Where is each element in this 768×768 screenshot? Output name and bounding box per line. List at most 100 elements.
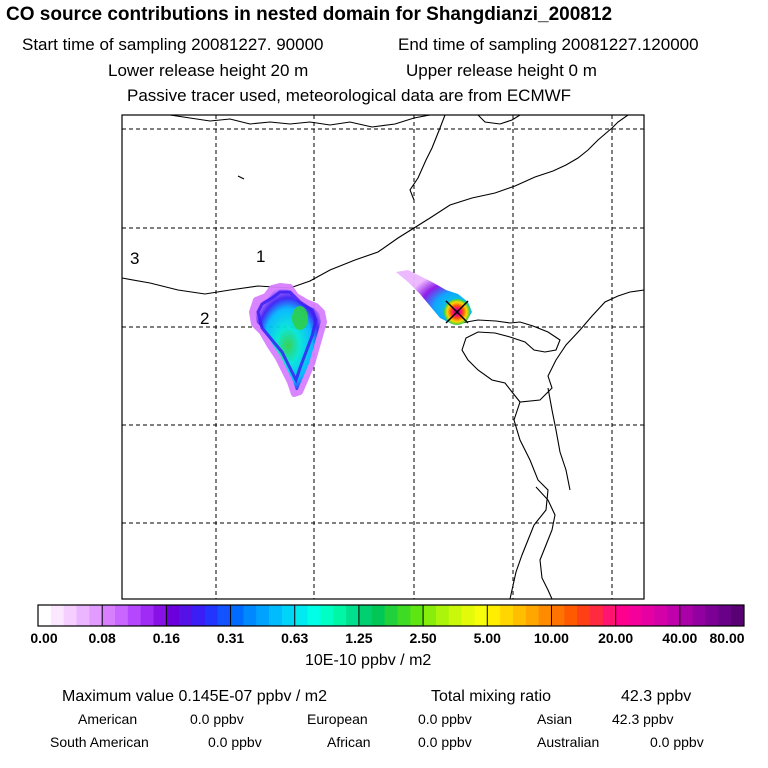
colorbar-cell xyxy=(705,605,719,626)
colorbar-cell xyxy=(474,605,488,626)
colorbar-cell xyxy=(153,605,167,626)
colorbar-cell xyxy=(435,605,450,626)
source-value: 0.0 ppbv xyxy=(418,734,472,750)
colorbar-tick-label: 2.50 xyxy=(409,630,437,646)
source-value: 0.0 ppbv xyxy=(650,734,704,750)
colorbar-cell xyxy=(269,605,283,626)
colorbar-cell xyxy=(461,605,475,626)
region-label-3: 3 xyxy=(130,249,139,268)
tracer-note: Passive tracer used, meteorological data… xyxy=(127,86,572,105)
total-mixing-ratio-value: 42.3 ppbv xyxy=(621,688,692,705)
colorbar-cell xyxy=(230,605,244,626)
end-time: End time of sampling 20081227.120000 xyxy=(398,35,699,54)
source-name: Asian xyxy=(537,711,573,727)
source-name: American xyxy=(78,711,138,727)
colorbar-frame xyxy=(37,604,745,627)
colorbar-cell xyxy=(628,605,642,626)
colorbar-tick-label: 20.00 xyxy=(598,630,634,646)
colorbar-cell xyxy=(294,605,308,626)
source-name: European xyxy=(307,711,368,727)
colorbar-cell xyxy=(192,605,206,626)
colorbar-cell xyxy=(102,605,116,626)
colorbar-cell xyxy=(538,605,552,626)
source-value: 0.0 ppbv xyxy=(190,711,244,727)
colorbar-cell xyxy=(448,605,462,626)
colorbar-cell xyxy=(512,605,527,626)
colorbar-tick-label: 0.08 xyxy=(88,630,116,646)
colorbar-cell xyxy=(320,605,334,626)
colorbar-cell xyxy=(551,605,565,626)
colorbar-cell xyxy=(564,605,578,626)
colorbar-tick-label: 40.00 xyxy=(662,630,698,646)
source-value: 0.0 ppbv xyxy=(208,734,262,750)
lat-lon-grid xyxy=(122,115,644,599)
region-label-2: 2 xyxy=(200,309,209,328)
source-name: Australian xyxy=(537,734,600,750)
lower-release-height: Lower release height 20 m xyxy=(108,61,309,80)
total-mixing-ratio-label: Total mixing ratio xyxy=(431,688,552,705)
upper-release-height: Upper release height 0 m xyxy=(406,61,597,80)
colorbar-cell xyxy=(63,605,77,626)
colorbar-cell xyxy=(140,605,154,626)
region-label-1: 1 xyxy=(256,247,265,266)
colorbar-cell xyxy=(333,605,347,626)
colorbar-cell xyxy=(731,605,745,626)
colorbar xyxy=(37,604,745,627)
station-x-icon xyxy=(445,300,469,324)
page-title: CO source contributions in nested domain… xyxy=(6,4,613,25)
colorbar-cell xyxy=(666,605,681,626)
colorbar-cell xyxy=(358,605,373,626)
colorbar-cell xyxy=(243,605,257,626)
colorbar-tick-label: 0.31 xyxy=(216,630,245,646)
colorbar-cell xyxy=(718,605,732,626)
colorbar-tick-label: 0.16 xyxy=(152,630,180,646)
colorbar-cell xyxy=(641,605,655,626)
colorbar-cell xyxy=(179,605,193,626)
colorbar-cell xyxy=(127,605,142,626)
colorbar-cell xyxy=(423,605,437,626)
colorbar-tick-label: 10.00 xyxy=(533,630,569,646)
colorbar-cell xyxy=(166,605,180,626)
source-value: 0.0 ppbv xyxy=(418,711,472,727)
source-name: South American xyxy=(50,734,149,750)
colorbar-cell xyxy=(525,605,540,626)
colorbar-cell xyxy=(76,605,90,626)
colorbar-cell xyxy=(384,605,398,626)
colorbar-cell xyxy=(89,605,103,626)
colorbar-cell xyxy=(204,605,219,626)
colorbar-cell xyxy=(679,605,694,626)
coastlines xyxy=(122,115,644,599)
source-name: African xyxy=(327,734,371,750)
colorbar-cell xyxy=(371,605,385,626)
colorbar-cell xyxy=(397,605,411,626)
colorbar-cell xyxy=(602,605,617,626)
colorbar-tick-label: 0.63 xyxy=(281,630,309,646)
colorbar-cell xyxy=(577,605,591,626)
colorbar-tick-label: 1.25 xyxy=(345,630,373,646)
map-frame xyxy=(121,114,645,600)
colorbar-units: 10E-10 ppbv / m2 xyxy=(305,652,432,669)
colorbar-cell xyxy=(615,605,629,626)
colorbar-cell xyxy=(281,605,296,626)
colorbar-cell xyxy=(589,605,604,626)
colorbar-cell xyxy=(50,605,65,626)
colorbar-cell xyxy=(38,605,52,626)
colorbar-cell xyxy=(500,605,514,626)
colorbar-tick-label: 80.00 xyxy=(709,630,745,646)
colorbar-cell xyxy=(654,605,668,626)
colorbar-cell xyxy=(307,605,321,626)
colorbar-cell xyxy=(115,605,129,626)
colorbar-cell xyxy=(692,605,706,626)
colorbar-cell xyxy=(346,605,360,626)
colorbar-cell xyxy=(217,605,231,626)
source-value: 42.3 ppbv xyxy=(612,711,674,727)
colorbar-cell xyxy=(410,605,424,626)
colorbar-cell xyxy=(487,605,501,626)
max-value: Maximum value 0.145E-07 ppbv / m2 xyxy=(62,688,328,705)
colorbar-tick-label: 0.00 xyxy=(30,630,58,646)
colorbar-cell xyxy=(256,605,270,626)
start-time: Start time of sampling 20081227. 90000 xyxy=(22,35,324,54)
plume-west xyxy=(249,283,327,397)
colorbar-tick-label: 5.00 xyxy=(473,630,501,646)
